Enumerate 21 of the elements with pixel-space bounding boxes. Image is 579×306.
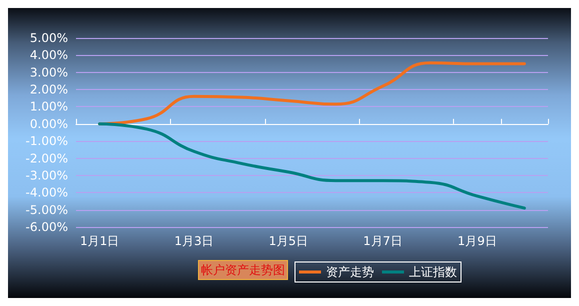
x-tick-label: 1月3日 [174, 234, 214, 248]
y-tick-label: 5.00% [30, 31, 68, 45]
y-tick-label: -2.00% [26, 151, 68, 166]
x-tick-label: 1月5日 [268, 234, 308, 248]
y-tick-label: -4.00% [26, 186, 68, 200]
y-tick-label: -3.00% [26, 168, 68, 182]
x-tick-label: 1月1日 [80, 234, 120, 248]
legend-label: 上证指数 [409, 265, 457, 279]
y-tick-label: -5.00% [26, 202, 68, 217]
x-tick-label: 1月9日 [458, 234, 497, 248]
y-tick-label: 3.00% [30, 65, 68, 80]
y-tick-label: 0.00% [30, 116, 68, 131]
text: 帐户资产走势图 [201, 263, 285, 277]
line-series [98, 122, 526, 210]
x-tick-label: 1月7日 [363, 234, 402, 248]
y-tick-label: 2.00% [30, 82, 68, 97]
legend-label: 资产走势 [326, 265, 374, 279]
y-tick-label: -6.00% [26, 220, 68, 234]
y-tick-label: 1.00% [30, 100, 68, 114]
y-tick-label: -1.00% [26, 134, 68, 148]
y-tick-label: 4.00% [30, 48, 68, 62]
